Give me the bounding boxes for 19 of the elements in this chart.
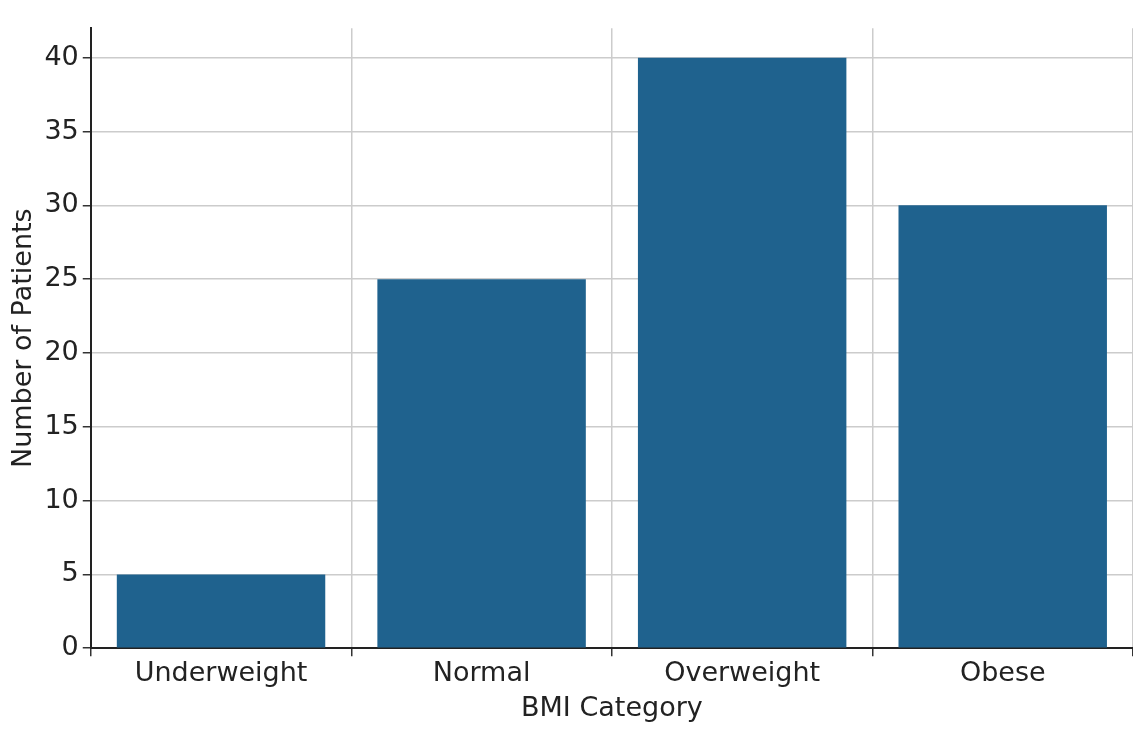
y-tick-label: 15 <box>44 408 79 440</box>
y-tick-label: 30 <box>44 187 79 219</box>
x-tick-label: Obese <box>959 656 1046 688</box>
x-tick-label: Normal <box>432 656 531 688</box>
bar <box>377 279 586 648</box>
y-tick-label: 10 <box>44 482 79 514</box>
x-axis-title: BMI Category <box>521 690 703 722</box>
y-tick-label: 25 <box>44 261 79 293</box>
y-tick-label: 20 <box>44 334 79 366</box>
y-axis-title: Number of Patients <box>6 208 38 469</box>
x-tick-label: Underweight <box>134 656 308 688</box>
y-tick-label: 40 <box>44 39 79 71</box>
x-tick-label: Overweight <box>664 656 821 688</box>
bar <box>898 205 1107 648</box>
bar <box>116 574 326 648</box>
y-tick-label: 5 <box>61 556 79 588</box>
y-tick-label: 35 <box>44 113 79 145</box>
y-tick-label: 0 <box>61 630 79 662</box>
bar <box>637 57 847 648</box>
